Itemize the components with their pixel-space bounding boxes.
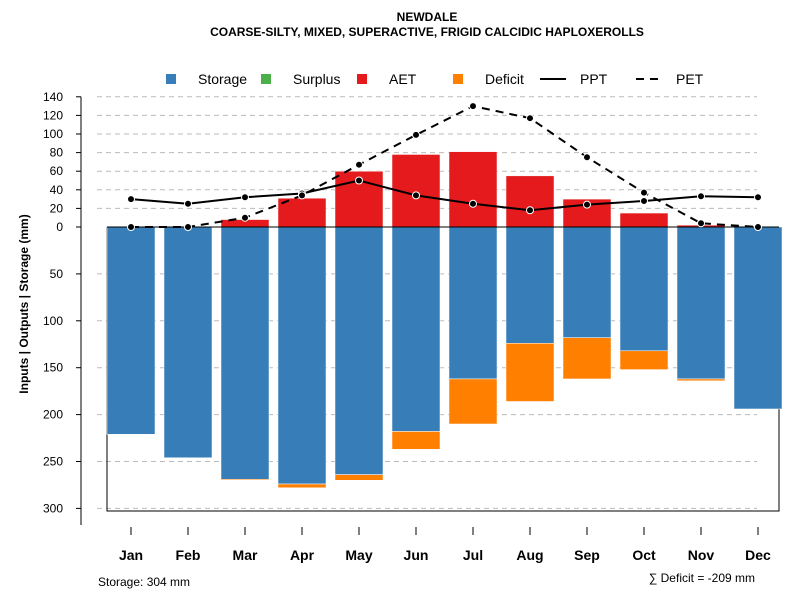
- storage-bar: [448, 226, 498, 380]
- ppt-point: [184, 199, 192, 208]
- aet-bar: [505, 175, 555, 228]
- y-tick-label: 140: [43, 90, 63, 104]
- deficit-bar: [505, 343, 555, 402]
- x-tick-label: Apr: [290, 547, 315, 563]
- pet-point: [697, 219, 705, 228]
- ppt-point: [355, 176, 363, 185]
- deficit-bar: [448, 378, 498, 425]
- x-tick-label: Mar: [233, 547, 258, 563]
- legend: Storage Surplus AET Deficit PPT PET: [166, 71, 704, 87]
- series-lines: [127, 102, 762, 231]
- storage-total-label: Storage: 304 mm: [98, 575, 190, 589]
- x-tick-label: Dec: [745, 547, 771, 563]
- y-tick-label: 60: [50, 164, 64, 178]
- ppt-point: [412, 191, 420, 200]
- storage-bar: [562, 226, 612, 338]
- legend-label-ppt: PPT: [580, 71, 608, 87]
- deficit-bar: [220, 479, 270, 481]
- ppt-point: [697, 192, 705, 201]
- storage-bar: [220, 226, 270, 480]
- storage-bar: [334, 226, 384, 475]
- storage-bar: [676, 226, 726, 380]
- pet-point: [298, 191, 306, 200]
- storage-bar: [619, 226, 669, 352]
- legend-label-surplus: Surplus: [293, 71, 340, 87]
- pet-point: [184, 223, 192, 231]
- pet-point: [583, 153, 591, 162]
- ppt-point: [583, 200, 591, 209]
- deficit-bar: [391, 431, 441, 450]
- y-tick-label: 0: [56, 220, 63, 234]
- ppt-point: [241, 193, 249, 202]
- legend-label-deficit: Deficit: [485, 71, 524, 87]
- chart-title: NEWDALE: [397, 10, 458, 24]
- storage-bar: [391, 226, 441, 432]
- axes: 0 20 40 60 80 100 120 140 50 100 150 200 250 300 Jan Fe…: [43, 90, 771, 563]
- x-tick-label: Jan: [119, 547, 143, 563]
- y-tick-label: 200: [43, 408, 63, 422]
- aet-bar: [619, 212, 669, 228]
- ppt-point: [127, 195, 135, 204]
- chart-subtitle: COARSE-SILTY, MIXED, SUPERACTIVE, FRIGID…: [210, 25, 644, 39]
- y-tick-label: 50: [50, 267, 64, 281]
- legend-swatch-aet: [357, 74, 367, 84]
- x-tick-label: Sep: [574, 547, 600, 563]
- legend-label-pet: PET: [676, 71, 704, 87]
- y-tick-label: 100: [43, 127, 63, 141]
- pet-point: [241, 213, 249, 222]
- y-tick-label: 300: [43, 501, 63, 515]
- pet-point: [754, 223, 762, 231]
- y-tick-label: 250: [43, 455, 63, 469]
- pet-point: [355, 160, 363, 169]
- legend-swatch-surplus: [261, 74, 271, 84]
- deficit-bar: [334, 474, 384, 481]
- pet-point: [469, 102, 477, 111]
- x-tick-label: May: [345, 547, 372, 563]
- y-tick-label: 40: [50, 183, 64, 197]
- ppt-point: [526, 206, 534, 215]
- storage-bar: [733, 226, 783, 410]
- y-tick-label: 20: [50, 201, 64, 215]
- y-tick-label: 150: [43, 361, 63, 375]
- ppt-point: [754, 193, 762, 202]
- y-axis-label: Inputs | Outputs | Storage (mm): [17, 214, 31, 393]
- deficit-bar: [277, 483, 327, 489]
- x-tick-label: Oct: [632, 547, 656, 563]
- legend-label-storage: Storage: [198, 71, 247, 87]
- ppt-line: [130, 179, 759, 212]
- pet-point: [640, 188, 648, 197]
- ppt-point: [640, 196, 648, 205]
- deficit-bar: [676, 378, 726, 382]
- legend-swatch-storage: [166, 74, 176, 84]
- y-tick-label: 80: [50, 146, 64, 160]
- storage-bar: [106, 226, 156, 435]
- deficit-bar: [562, 337, 612, 380]
- deficit-total-label: ∑ Deficit = -209 mm: [649, 571, 755, 585]
- storage-bar: [163, 226, 213, 458]
- deficit-bar: [619, 350, 669, 370]
- pet-point: [526, 114, 534, 123]
- x-tick-label: Jul: [463, 547, 483, 563]
- legend-swatch-deficit: [453, 74, 463, 84]
- pet-point: [412, 130, 420, 139]
- y-tick-label: 100: [43, 314, 63, 328]
- x-tick-label: Jun: [404, 547, 429, 563]
- bars: [106, 151, 783, 489]
- x-tick-label: Feb: [176, 547, 201, 563]
- x-tick-label: Nov: [688, 547, 715, 563]
- storage-bar: [277, 226, 327, 485]
- storage-bar: [505, 226, 555, 344]
- y-tick-label: 120: [43, 108, 63, 122]
- legend-label-aet: AET: [389, 71, 417, 87]
- aet-bar: [448, 151, 498, 228]
- pet-line: [131, 105, 759, 228]
- x-tick-label: Aug: [516, 547, 543, 563]
- ppt-point: [469, 199, 477, 208]
- pet-point: [127, 223, 135, 231]
